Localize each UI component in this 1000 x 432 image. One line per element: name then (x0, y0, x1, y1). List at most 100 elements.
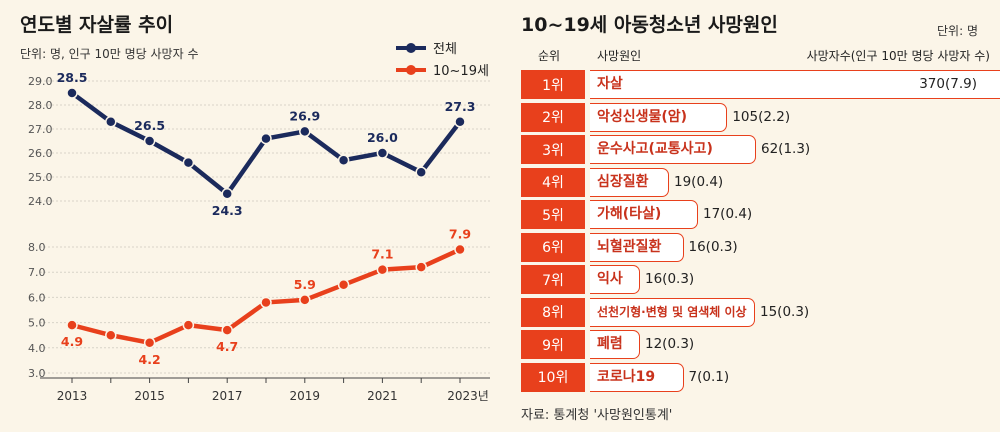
rank-badge: 10위 (521, 362, 585, 392)
cause-bar (590, 102, 728, 132)
lower-data-point (454, 243, 466, 256)
value-label: 19(0.4) (674, 173, 724, 190)
ranking-row: 8위 선천기형·변형 및 염색체 이상 15(0.3) (521, 297, 991, 327)
cause-label: 폐렴 (597, 336, 623, 352)
lower-ytick-label: 3.0 (28, 367, 46, 380)
ranking-row: 7위 익사 16(0.3) (521, 265, 991, 294)
cause-bar (590, 297, 755, 327)
left-chart-title: 연도별 자살률 추이 (20, 14, 174, 36)
rank-badge: 1위 (521, 70, 585, 99)
lower-data-label: 5.9 (294, 277, 316, 292)
upper-data-point (337, 154, 350, 166)
lower-ytick-label: 7.0 (28, 266, 46, 279)
upper-data-point (299, 125, 311, 138)
x-tick-label: 2013 (57, 389, 88, 403)
cause-bar (590, 330, 640, 359)
ranking-row: 9위 폐렴 12(0.3) (521, 330, 991, 359)
lower-data-label: 4.2 (139, 352, 161, 367)
upper-data-label: 26.0 (367, 130, 398, 145)
lower-data-point (260, 296, 272, 309)
lower-data-point (105, 329, 117, 341)
lower-data-point (376, 263, 389, 276)
lower-ytick-label: 8.0 (28, 241, 46, 254)
lower-data-label: 4.9 (61, 334, 83, 349)
ranking-row: 3위 운수사고(교통사고) 62(1.3) (521, 135, 991, 164)
cause-bar (590, 265, 640, 294)
rank-badge: 3위 (521, 135, 585, 164)
lower-ytick-label: 6.0 (28, 291, 46, 304)
upper-ytick-label: 25.0 (28, 171, 53, 184)
left-unit-label: 단위: 명, 인구 10만 명당 사망자 수 (20, 47, 199, 61)
lower-ytick-label: 5.0 (28, 317, 46, 330)
value-label: 7(0.1) (688, 368, 730, 385)
value-label: 62(1.3) (761, 141, 811, 157)
upper-data-label: 28.5 (57, 70, 88, 85)
x-tick-label: 2017 (212, 389, 243, 403)
ranking-row: 6위 뇌혈관질환 16(0.3) (521, 232, 991, 262)
x-tick-label: 2015 (134, 389, 165, 403)
lower-ytick-label: 4.0 (28, 342, 46, 355)
header-value: 사망자수(인구 10만 명당 사망자 수) (806, 49, 990, 63)
header-rank: 순위 (538, 49, 561, 63)
cause-bar (590, 70, 1000, 99)
upper-data-label: 26.5 (134, 118, 165, 133)
cause-bar (590, 362, 684, 392)
legend-label: 10~19세 (433, 64, 489, 79)
upper-data-point (66, 87, 78, 99)
cause-label: 선천기형·변형 및 염색체 이상 (597, 304, 747, 319)
cause-bar (590, 135, 756, 164)
legend-marker (406, 65, 416, 75)
cause-label: 자살 (597, 76, 623, 92)
upper-data-point (182, 156, 195, 169)
header-cause: 사망원인 (597, 49, 642, 63)
rank-badge: 2위 (521, 102, 585, 132)
lower-data-label: 4.7 (216, 339, 238, 354)
source-note: 자료: 통계청 '사망원인통계' (521, 408, 673, 423)
lower-data-label: 7.1 (371, 247, 393, 262)
upper-data-point (454, 116, 466, 128)
upper-ytick-label: 24.0 (28, 195, 53, 208)
upper-data-label: 24.3 (212, 203, 243, 218)
value-label: 370(7.9) (919, 76, 977, 92)
lower-data-point (299, 294, 311, 306)
upper-data-point (221, 188, 233, 200)
upper-data-point (415, 166, 427, 178)
upper-data-point (260, 132, 272, 145)
value-label: 16(0.3) (688, 238, 738, 255)
rank-badge: 7위 (521, 265, 585, 294)
ranking-row: 2위 악성신생물(암) 105(2.2) (521, 102, 991, 132)
lower-data-label: 7.9 (449, 227, 471, 242)
cause-label: 익사 (597, 271, 623, 287)
cause-bar (590, 232, 684, 262)
cause-label: 운수사고(교통사고) (597, 141, 713, 157)
ranking-row: 10위 코로나19 7(0.1) (521, 362, 991, 392)
x-tick-label: 2021 (367, 389, 398, 403)
upper-data-point (143, 135, 156, 147)
cause-label: 가해(타살) (597, 206, 662, 222)
x-tick-label: 2019 (290, 389, 321, 403)
cause-bar (590, 167, 669, 197)
lower-data-point (182, 319, 195, 331)
lower-data-point (66, 319, 78, 331)
rank-badge: 5위 (521, 200, 585, 229)
rank-badge: 8위 (521, 297, 585, 327)
lower-series-line (71, 247, 461, 346)
ranking-row: 4위 심장질환 19(0.4) (521, 167, 991, 197)
rank-badge: 6위 (521, 232, 585, 262)
cause-bar (590, 200, 698, 229)
legend-marker (406, 43, 416, 53)
ranking-row: 5위 가해(타살) 17(0.4) (521, 200, 991, 229)
value-label: 17(0.4) (703, 206, 753, 222)
right-unit-label: 단위: 명 (937, 24, 978, 38)
line-chart: 29.0 28.0 27.0 26.0 25.0 24.0 28.5 26.5 24.3 26.9… (28, 42, 490, 403)
rank-badge: 4위 (521, 167, 585, 197)
x-tick-label: 2023년 (447, 389, 489, 403)
lower-data-point (143, 337, 156, 349)
cause-label: 악성신생물(암) (597, 108, 688, 125)
right-chart-title: 10~19세 아동청소년 사망원인 (521, 14, 778, 36)
upper-ytick-label: 26.0 (28, 147, 53, 160)
lower-data-point (337, 279, 350, 291)
upper-data-point (105, 116, 117, 128)
upper-ytick-label: 29.0 (28, 75, 53, 88)
upper-ytick-label: 28.0 (28, 99, 53, 112)
